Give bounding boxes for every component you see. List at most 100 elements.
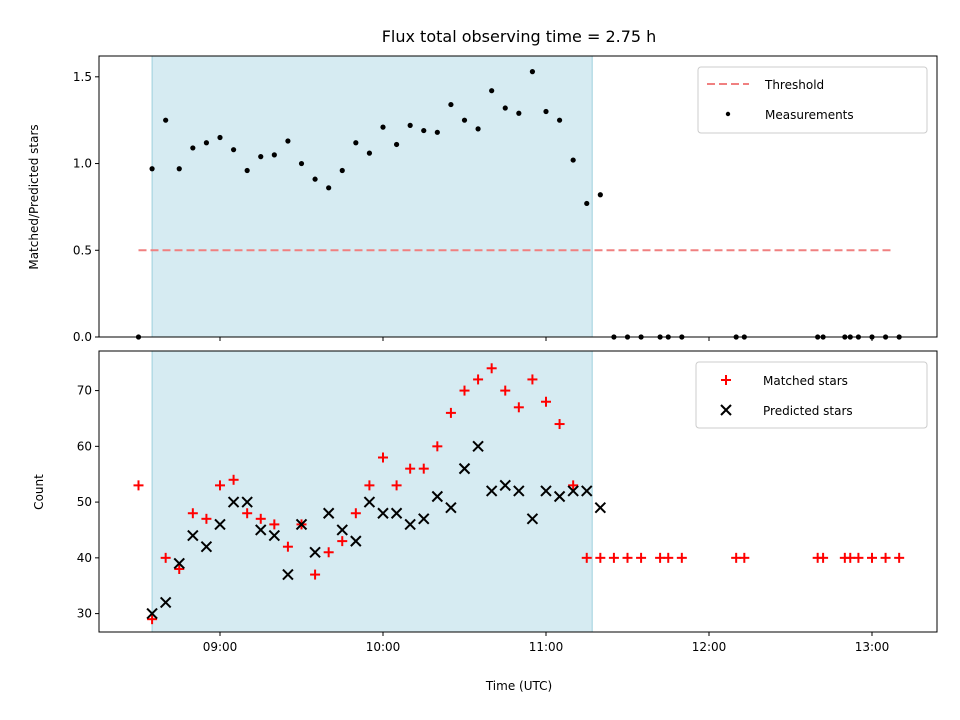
matched-star-point: [513, 402, 524, 413]
predicted-star-point: [567, 485, 579, 497]
predicted-star-point: [173, 557, 185, 570]
measurement-point: [230, 147, 237, 153]
predicted-star-point: [363, 496, 376, 508]
measurement-point: [163, 117, 169, 123]
matched-star-point: [405, 463, 416, 474]
matched-star-point: [323, 547, 334, 558]
bottom-y-axis-label: Count: [32, 474, 46, 510]
matched-star-point: [350, 508, 361, 519]
matched-star-point: [500, 385, 511, 396]
bottom-legend-box: [695, 361, 928, 429]
predicted-star-point: [513, 485, 525, 497]
measurement-point: [407, 122, 413, 128]
matched-star-point: [133, 480, 144, 491]
matched-star-point: [391, 480, 402, 491]
threshold-legend-label: Threshold: [764, 78, 824, 92]
measurement-point: [353, 140, 359, 146]
matched-star-point: [337, 536, 348, 547]
measurement-point: [475, 126, 481, 132]
y-tick-label: 40: [77, 551, 92, 565]
measurement-point: [217, 134, 223, 141]
measurement-point: [285, 138, 291, 144]
y-tick-label: 70: [77, 384, 92, 398]
y-tick-label: 1.0: [73, 157, 92, 171]
observing-window-shade-bottom: [151, 350, 593, 633]
measurement-point: [366, 150, 373, 156]
measurements-legend-swatch: [725, 111, 731, 117]
y-tick-label: 30: [77, 607, 92, 621]
matched-star-point: [147, 614, 158, 625]
matched-star-point: [541, 396, 551, 407]
matched-star-point: [201, 513, 212, 524]
predicted-star-point: [485, 485, 498, 497]
matched-star-point: [880, 552, 891, 563]
predicted-star-point: [309, 546, 321, 558]
measurement-point: [421, 127, 427, 134]
matched-star-point: [568, 480, 579, 491]
y-tick-label: 0.0: [73, 330, 92, 344]
predicted-star-point: [526, 513, 539, 525]
shaded-interval: [151, 55, 593, 338]
measurement-point: [298, 160, 305, 167]
matched-star-point: [187, 508, 198, 519]
predicted-star-point: [322, 507, 335, 519]
matched-star-point: [867, 552, 877, 563]
matched-star-point: [527, 374, 538, 385]
matched-star-point: [418, 463, 429, 474]
matched-star-point: [663, 552, 674, 563]
measurement-point: [584, 200, 590, 207]
top-y-axis-label: Matched/Predicted stars: [27, 124, 41, 269]
matched-star-point: [676, 552, 687, 563]
matched-star-point: [269, 519, 280, 530]
y-tick-label: 1.5: [73, 70, 92, 84]
measurement-point: [516, 110, 522, 116]
measurement-point: [570, 157, 576, 163]
measurement-point: [258, 154, 264, 160]
predicted-star-point: [472, 440, 484, 453]
measurement-point: [176, 166, 182, 172]
matched-star-point: [608, 552, 619, 563]
matched-star-point: [554, 419, 565, 430]
predicted-star-point: [350, 535, 362, 547]
matched-star-point: [255, 513, 266, 524]
matched-star-point: [228, 474, 239, 485]
matched-legend-swatch: [721, 375, 731, 385]
predicted-star-point: [594, 501, 607, 514]
matched-star-point: [432, 441, 443, 452]
measurement-point: [556, 117, 563, 123]
count-points: [133, 363, 905, 625]
observing-window-shade: [151, 55, 593, 338]
predicted-star-point: [404, 518, 416, 531]
predicted-legend-swatch: [720, 404, 732, 416]
matched-star-point: [818, 552, 829, 563]
top-x-ticks: [219, 337, 873, 341]
matched-star-point: [581, 552, 592, 563]
measurement-point: [502, 105, 508, 111]
measurement-point: [203, 140, 210, 146]
matched-star-point: [853, 552, 864, 563]
top-legend: Threshold Measurements: [697, 66, 928, 134]
measurement-point: [489, 88, 495, 94]
matched-star-point: [739, 552, 750, 563]
predicted-star-point: [581, 485, 593, 497]
predicted-star-point: [458, 462, 471, 475]
measurement-point: [326, 185, 332, 191]
measurement-point: [380, 124, 386, 130]
matched-star-point: [215, 480, 225, 491]
x-axis-label: Time (UTC): [485, 679, 552, 693]
bottom-legend: Matched stars Predicted stars: [695, 361, 928, 429]
matched-star-point: [160, 552, 171, 563]
matched-star-point: [364, 480, 375, 491]
predicted-star-point: [268, 529, 281, 542]
measurement-point: [244, 167, 250, 174]
x-tick-label: 09:00: [203, 640, 238, 654]
bottom-panel: 30 40 50 60 70 09:00 10:00 11:00 12:00 13:00 Cou…: [32, 350, 938, 693]
predicted-star-point: [200, 540, 213, 553]
matched-star-point: [378, 452, 388, 463]
measurement-point: [271, 152, 277, 158]
bottom-x-ticks: 09:00 10:00 11:00 12:00 13:00: [203, 632, 889, 654]
matched-star-point: [282, 541, 293, 552]
measurement-point: [461, 117, 468, 123]
measurement-point: [190, 145, 196, 151]
measurement-point: [339, 167, 345, 174]
